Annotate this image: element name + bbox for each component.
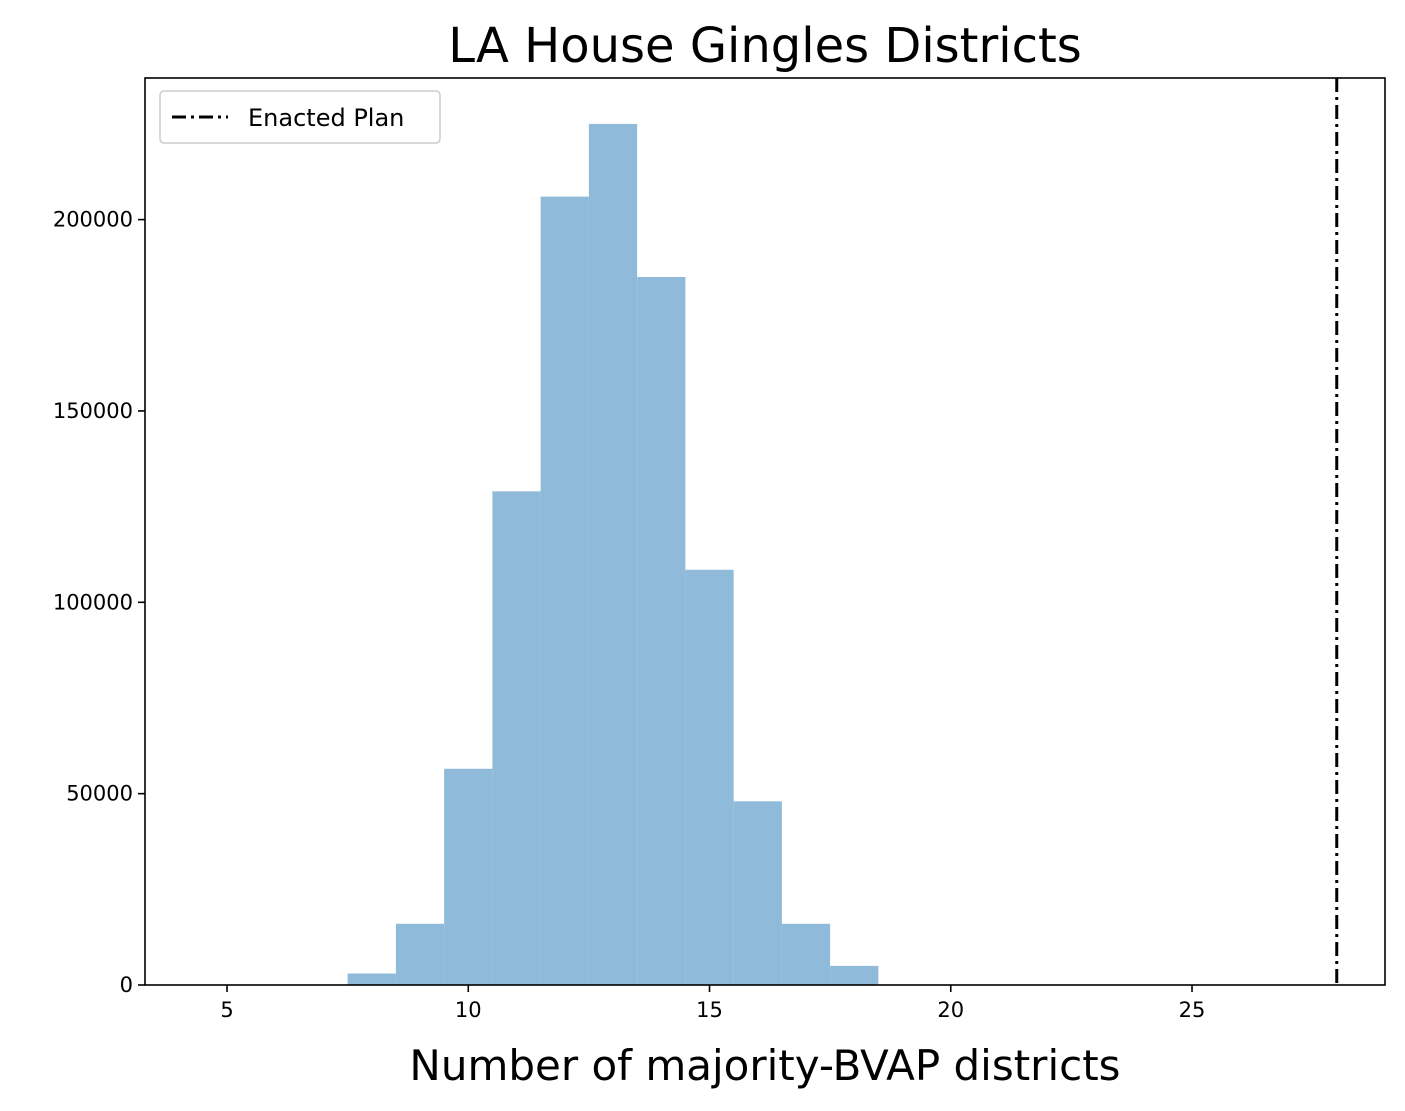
legend-box bbox=[159, 90, 441, 144]
histogram-bar-5 bbox=[588, 123, 638, 985]
x-axis-ticks: 5 10 15 20 25 bbox=[220, 985, 1205, 1022]
legend: Enacted Plan bbox=[159, 90, 441, 144]
histogram-bar-4 bbox=[540, 196, 589, 985]
histogram-bar-1 bbox=[395, 923, 445, 985]
histogram-bar-8 bbox=[733, 801, 782, 985]
y-tick-label: 0 bbox=[120, 973, 133, 997]
histogram-bar-10 bbox=[830, 965, 879, 985]
plot-frame bbox=[144, 77, 1386, 986]
x-tick-label: 20 bbox=[937, 998, 964, 1022]
y-tick-label: 100000 bbox=[53, 590, 133, 614]
x-axis-label: Number of majority-BVAP districts bbox=[409, 1041, 1120, 1090]
y-tick-label: 200000 bbox=[53, 208, 133, 232]
histogram-bar-3 bbox=[492, 491, 541, 985]
histogram-bar-2 bbox=[444, 768, 493, 985]
y-tick-label: 150000 bbox=[53, 399, 133, 423]
x-tick-label: 25 bbox=[1179, 998, 1206, 1022]
histogram-bar-6 bbox=[637, 277, 686, 985]
x-tick-label: 10 bbox=[455, 998, 482, 1022]
x-tick-label: 5 bbox=[220, 998, 233, 1022]
histogram-bar-7 bbox=[685, 569, 734, 985]
y-tick-label: 50000 bbox=[66, 782, 133, 806]
histogram-bar-0 bbox=[347, 973, 396, 985]
y-axis-ticks: 0 50000 100000 150000 200000 bbox=[53, 208, 145, 997]
chart-title: LA House Gingles Districts bbox=[448, 18, 1082, 74]
x-tick-label: 15 bbox=[696, 998, 723, 1022]
histogram-bars bbox=[347, 123, 879, 985]
histogram-bar-9 bbox=[781, 923, 831, 985]
legend-label-enacted-plan: Enacted Plan bbox=[248, 104, 404, 132]
